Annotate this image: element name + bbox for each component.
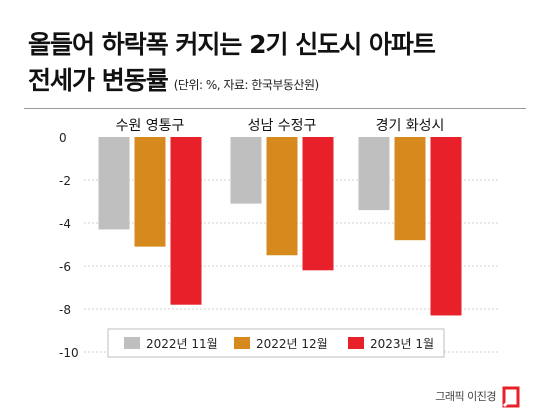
bar xyxy=(358,137,390,211)
legend-label: 2022년 11월 xyxy=(146,337,218,351)
bar xyxy=(430,137,462,316)
chart-title-line1: 올들어 하락폭 커지는 2기 신도시 아파트 xyxy=(28,30,436,59)
chart-subtitle: (단위: %, 자료: 한국부동산원) xyxy=(173,78,320,92)
legend-swatch xyxy=(124,337,140,349)
y-tick-label: 0 xyxy=(59,131,67,145)
y-tick-label: -8 xyxy=(59,303,71,317)
title-divider xyxy=(24,108,526,109)
bar xyxy=(302,137,334,271)
bar xyxy=(134,137,166,247)
y-tick-label: -2 xyxy=(59,174,71,188)
legend-swatch xyxy=(348,337,364,349)
legend-label: 2023년 1월 xyxy=(370,337,434,351)
legend-swatch xyxy=(234,337,250,349)
y-tick-label: -6 xyxy=(59,260,71,274)
category-label: 성남 수정구 xyxy=(248,118,317,134)
bar xyxy=(230,137,262,204)
bar xyxy=(170,137,202,305)
legend-box xyxy=(107,328,445,358)
legend-label: 2022년 12월 xyxy=(256,337,328,351)
y-tick-label: -4 xyxy=(59,217,71,231)
bar xyxy=(98,137,130,230)
bar xyxy=(394,137,426,241)
publisher-logo-icon xyxy=(502,386,520,408)
category-label: 경기 화성시 xyxy=(376,118,445,134)
y-tick-label: -10 xyxy=(59,346,79,360)
graphic-credit: 그래픽 이진경 xyxy=(435,390,496,403)
bar xyxy=(266,137,298,256)
chart-title-line2: 전세가 변동률 (단위: %, 자료: 한국부동산원) xyxy=(28,66,319,100)
chart-title-main: 전세가 변동률 xyxy=(28,66,169,95)
category-label: 수원 영통구 xyxy=(116,118,185,134)
